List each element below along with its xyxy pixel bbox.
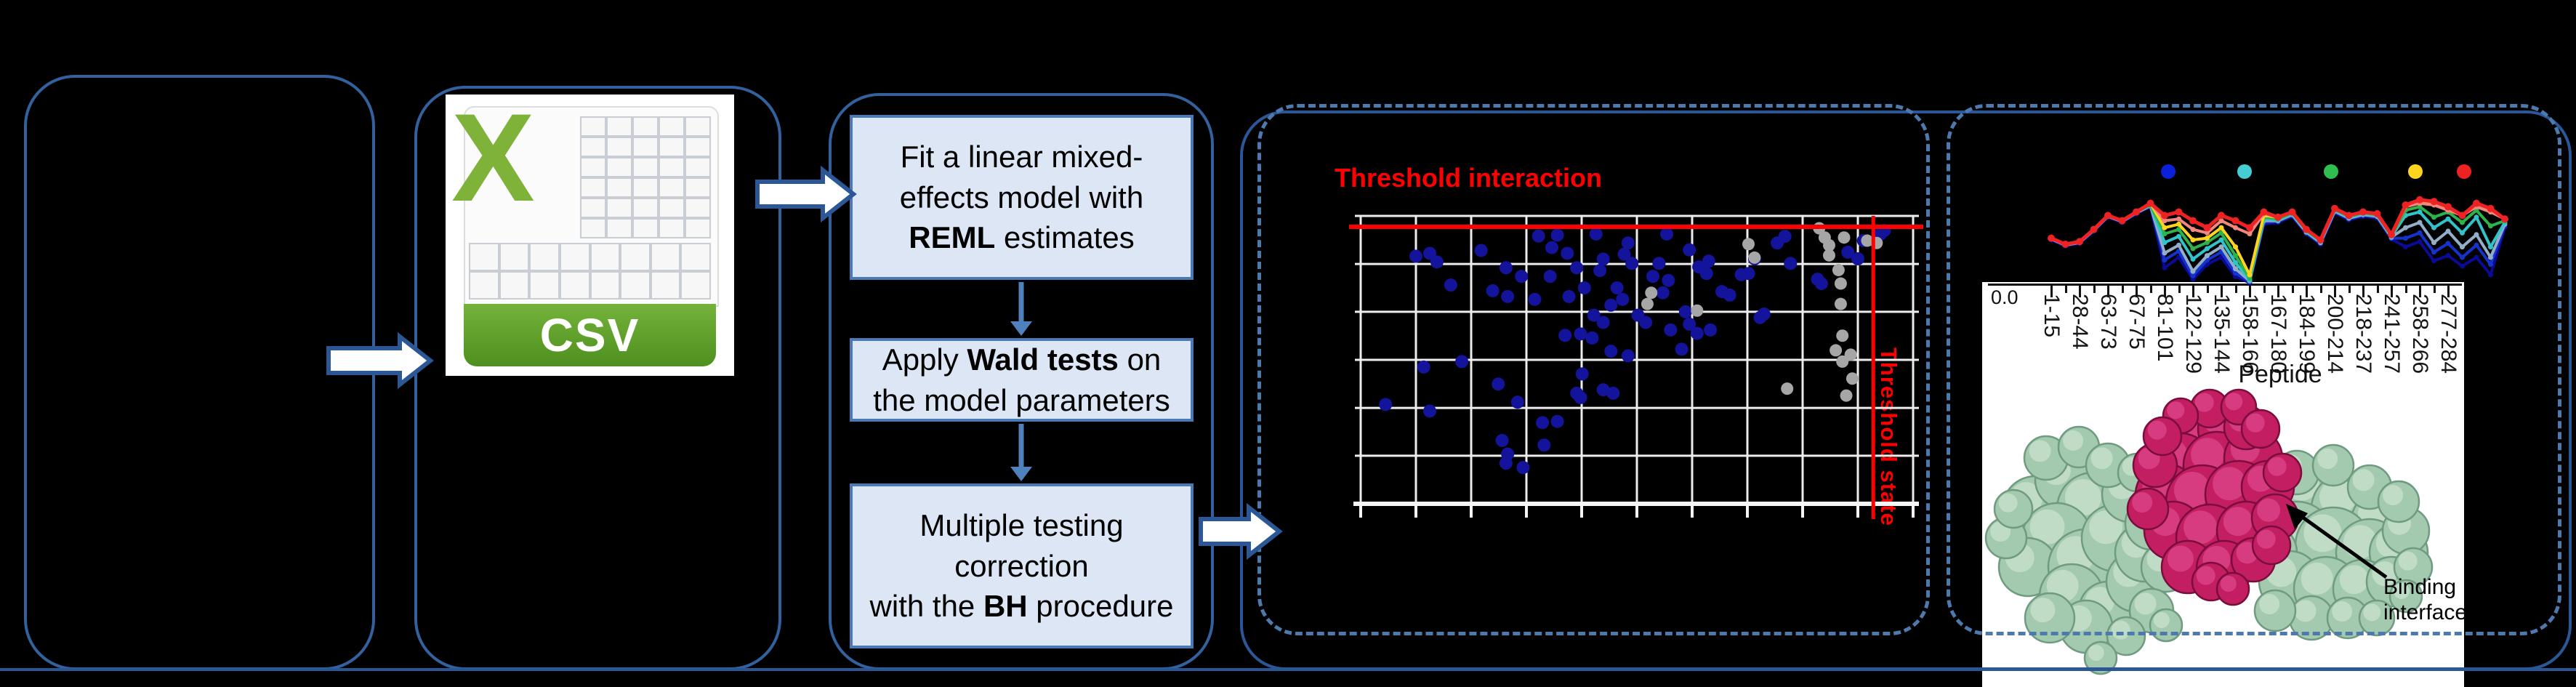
- x-axis-tick-label: 122-129: [2181, 294, 2205, 374]
- step-label: Fit a linear mixed- effects model with R…: [899, 139, 1144, 255]
- x-axis-tick: [2093, 286, 2096, 293]
- csv-banner-label: CSV: [539, 309, 640, 361]
- x-axis-tick: [2221, 286, 2223, 297]
- x-axis-tick: [2277, 286, 2279, 297]
- step-label: Apply Wald tests on the model parameters: [873, 342, 1170, 417]
- x-axis-tick-label: 241-257: [2380, 294, 2404, 374]
- x-axis-tick: [2419, 286, 2421, 297]
- step-label: Multiple testing correction with the BH …: [869, 507, 1174, 624]
- x-axis-tick: [2064, 286, 2067, 293]
- x-axis-tick: [2050, 286, 2053, 297]
- spreadsheet-grid-icon: [580, 116, 711, 238]
- x-axis-tick-label: 218-237: [2351, 294, 2375, 374]
- x-axis-tick: [2319, 286, 2322, 293]
- panel-peptide-result: [1947, 104, 2561, 635]
- x-axis-tick: [2376, 286, 2379, 293]
- x-axis-tick: [2433, 286, 2436, 293]
- x-axis-tick: [2404, 286, 2407, 293]
- x-axis-tick: [2079, 286, 2081, 297]
- csv-file-icon: X CSV: [446, 88, 734, 376]
- x-axis-tick: [2164, 286, 2166, 297]
- step-multiple-testing: Multiple testing correction with the BH …: [850, 483, 1194, 648]
- x-axis-tick: [2249, 286, 2251, 297]
- x-axis-tick: [2348, 286, 2351, 293]
- x-axis-tick: [2263, 286, 2266, 293]
- x-axis-title: Peptide: [2238, 361, 2322, 388]
- x-axis-tick-label: 63-73: [2096, 294, 2120, 350]
- x-axis-tick: [2107, 286, 2109, 297]
- panel-volcano-result: [1257, 104, 1930, 635]
- x-axis-tick-label: 67-75: [2125, 294, 2149, 350]
- spreadsheet-grid-icon: [469, 243, 711, 300]
- x-axis-tick-label: 200-214: [2323, 294, 2347, 374]
- protein-structure-image: [1984, 388, 2434, 675]
- x-axis-tick-label: 81-101: [2153, 294, 2177, 362]
- x-axis-tick-label: 135-144: [2210, 294, 2234, 374]
- x-axis-tick-label: 184-199: [2295, 294, 2319, 374]
- step-wald-tests: Apply Wald tests on the model parameters: [850, 338, 1194, 422]
- binding-interface-label: Binding interface: [2383, 575, 2464, 625]
- y-axis-tick-label: 0.0: [1991, 286, 2018, 308]
- panel-statistical-model: [829, 93, 1214, 670]
- x-axis-tick-label: 258-266: [2408, 294, 2432, 374]
- x-axis-line: [1988, 284, 2462, 286]
- panel-csv-export: [414, 86, 781, 670]
- x-axis-tick: [2206, 286, 2209, 293]
- x-axis-tick: [2306, 286, 2308, 297]
- x-axis-tick: [2447, 286, 2450, 297]
- peptide-axis-and-structure-image: 0.0 1-15 28-44 63-73 67-75 81-101 122-129 135-…: [1982, 282, 2464, 687]
- x-axis-tick: [2234, 286, 2237, 293]
- x-axis-tick-label: 277-284: [2436, 294, 2460, 374]
- x-axis-tick: [2192, 286, 2194, 297]
- threshold-state-label: Threshold state: [1876, 347, 1901, 526]
- step-fit-model: Fit a linear mixed- effects model with R…: [850, 115, 1194, 280]
- x-axis-tick-label: 158-166: [2238, 294, 2262, 374]
- x-axis-tick: [2334, 286, 2336, 297]
- x-axis-tick: [2121, 286, 2124, 293]
- figure-bottom-border: [0, 668, 2576, 671]
- x-axis-tick: [2178, 286, 2181, 293]
- x-axis-tick: [2391, 286, 2393, 297]
- x-axis-tick: [2136, 286, 2138, 297]
- x-axis-tick-label: 28-44: [2068, 294, 2092, 350]
- excel-x-icon: X: [451, 88, 535, 228]
- x-axis-tick: [2149, 286, 2152, 293]
- x-axis-tick: [2291, 286, 2294, 293]
- threshold-interaction-label: Threshold interaction: [1334, 163, 1603, 193]
- csv-banner: CSV: [464, 304, 716, 366]
- x-axis-tick-label: 1-15: [2040, 294, 2064, 338]
- panel-input-data: [24, 75, 375, 670]
- x-axis-tick-label: 167-180: [2266, 294, 2290, 374]
- x-axis-tick: [2362, 286, 2364, 297]
